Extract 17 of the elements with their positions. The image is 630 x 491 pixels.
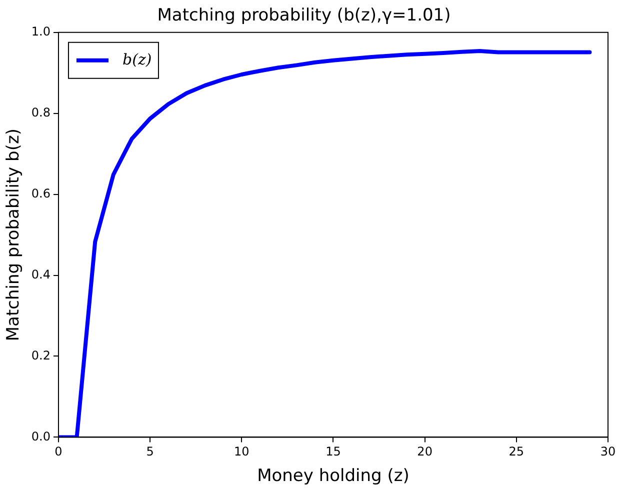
y-tick-label: 0.6 bbox=[31, 186, 50, 200]
x-tick-label: 25 bbox=[508, 444, 524, 459]
y-tick-label: 0.2 bbox=[31, 348, 50, 362]
x-tick-label: 5 bbox=[146, 444, 154, 459]
legend-label: b(z) bbox=[122, 50, 152, 68]
y-tick-label: 0.0 bbox=[31, 429, 50, 444]
x-axis-title: Money holding (z) bbox=[257, 466, 410, 486]
y-axis-title: Matching probability b(z) bbox=[4, 128, 24, 342]
y-tick-label: 0.4 bbox=[31, 267, 50, 282]
y-tick-label: 1.0 bbox=[31, 24, 50, 39]
y-tick-label: 0.8 bbox=[31, 105, 50, 120]
x-tick-label: 15 bbox=[326, 444, 341, 459]
x-tick-label: 30 bbox=[600, 444, 616, 459]
x-tick-label: 0 bbox=[54, 444, 62, 459]
x-tick-label: 20 bbox=[417, 444, 432, 459]
x-tick-label: 10 bbox=[234, 444, 250, 459]
chart-title: Matching probability (b(z),γ=1.01) bbox=[157, 6, 451, 26]
